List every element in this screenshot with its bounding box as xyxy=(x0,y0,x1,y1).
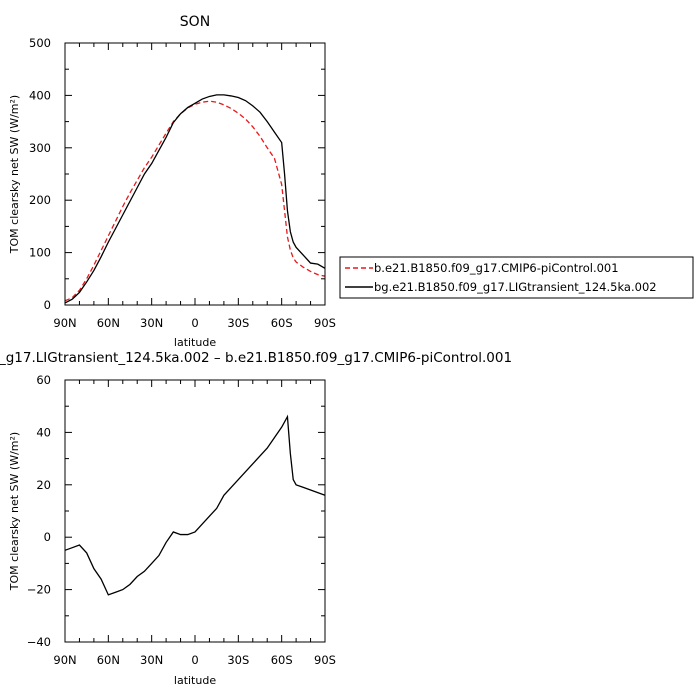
bottom-x-tick-label-3: 0 xyxy=(191,653,198,667)
bottom-chart-title: bg.e21.B1850.f09_g17.LIGtransient_124.5k… xyxy=(0,350,512,366)
bottom-chart: bg.e21.B1850.f09_g17.LIGtransient_124.5k… xyxy=(0,350,512,687)
top-series-line-2 xyxy=(64,94,326,304)
top-x-tick-label-6: 90S xyxy=(314,316,336,330)
legend-label-series-1: b.e21.B1850.f09_g17.CMIP6-piControl.001 xyxy=(374,261,619,275)
top-series-line-1 xyxy=(64,100,326,302)
top-x-axis-label: latitude xyxy=(174,336,216,349)
bottom-series-line-1 xyxy=(64,414,326,596)
top-chart: SON 90N 60N 30N 0 30S 60S 90S0100200300400500 … xyxy=(8,14,694,349)
legend-box xyxy=(339,256,694,299)
bottom-x-tick-label-6: 90S xyxy=(314,653,336,667)
bottom-y-axis-label: TOM clearsky net SW (W/m²) xyxy=(8,432,21,591)
legend: b.e21.B1850.f09_g17.CMIP6-piControl.001 … xyxy=(339,256,694,299)
bottom-y-tick-label-3: 20 xyxy=(36,478,51,492)
top-y-tick-label-2: 200 xyxy=(29,193,51,207)
bottom-y-tick-label-0: −40 xyxy=(27,635,51,649)
bottom-y-tick-label-4: 40 xyxy=(36,425,51,439)
top-plot-frame xyxy=(64,42,326,306)
top-x-tick-label-5: 60S xyxy=(271,316,293,330)
bottom-plot-frame xyxy=(64,379,326,643)
top-y-axis-label: TOM clearsky net SW (W/m²) xyxy=(8,95,21,254)
top-chart-title: SON xyxy=(180,14,210,30)
bottom-x-tick-label-4: 30S xyxy=(227,653,249,667)
top-y-tick-label-0: 0 xyxy=(44,298,51,312)
top-y-tick-label-4: 400 xyxy=(29,88,51,102)
top-x-tick-label-0: 90N xyxy=(53,316,76,330)
top-x-tick-label-2: 30N xyxy=(140,316,163,330)
top-x-tick-label-4: 30S xyxy=(227,316,249,330)
top-y-tick-label-3: 300 xyxy=(29,141,51,155)
bottom-y-tick-label-2: 0 xyxy=(44,530,51,544)
bottom-y-tick-label-1: −20 xyxy=(27,583,51,597)
top-x-tick-label-1: 60N xyxy=(97,316,120,330)
bottom-y-tick-label-5: 60 xyxy=(36,373,51,387)
top-y-tick-label-5: 500 xyxy=(29,36,51,50)
bottom-x-tick-label-0: 90N xyxy=(53,653,76,667)
top-plot-area: 90N 60N 30N 0 30S 60S 90S 0 100 200 300 400 500 xyxy=(29,36,336,330)
legend-label-series-2: bg.e21.B1850.f09_g17.LIGtransient_124.5k… xyxy=(374,280,657,294)
bottom-x-tick-label-1: 60N xyxy=(97,653,120,667)
bottom-plot-area: 90N 60N 30N 0 30S 60S 90S −40 −20 0 20 40 60 xyxy=(27,373,336,667)
top-x-tick-label-3: 0 xyxy=(191,316,198,330)
bottom-x-tick-label-5: 60S xyxy=(271,653,293,667)
top-y-tick-label-1: 100 xyxy=(29,246,51,260)
bottom-x-tick-label-2: 30N xyxy=(140,653,163,667)
bottom-x-axis-label: latitude xyxy=(174,674,216,687)
